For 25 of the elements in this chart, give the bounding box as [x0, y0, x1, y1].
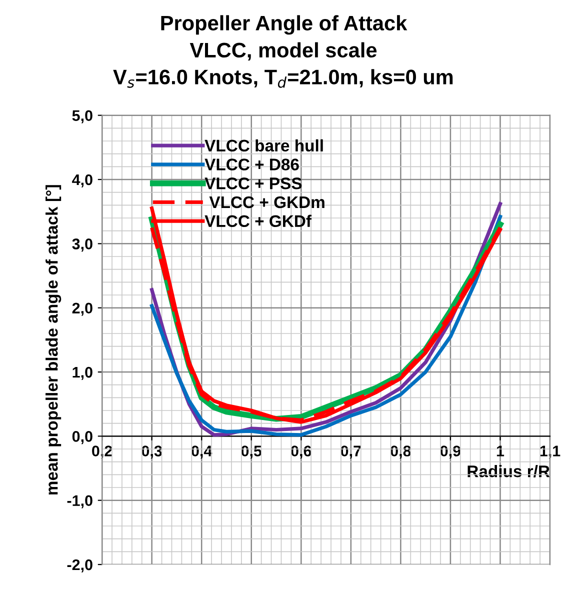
- legend-label: VLCC + GKDf: [204, 214, 312, 228]
- x-tick-label: 0,9: [440, 446, 461, 459]
- x-tick-label: 0,3: [142, 446, 162, 459]
- legend-label: VLCC + GKDm: [209, 196, 324, 208]
- y-tick-label: 2,0: [72, 302, 92, 316]
- x-tick-label: 0,4: [192, 446, 212, 459]
- legend-label: VLCC bare hull: [204, 139, 323, 152]
- x-tick-label: 0,6: [291, 446, 312, 459]
- x-tick-label: 0,2: [92, 446, 112, 459]
- y-tick-label: -1,0: [67, 495, 92, 508]
- chart-title: Propeller Angle of Attack VLCC, model scale V$_{s}$=16.0 Knots, T$_{d}$=21.0m, ks=0 um: [113, 15, 453, 88]
- y-tick-label: 5,0: [72, 110, 92, 124]
- x-tick-label: 0,7: [340, 446, 361, 459]
- x-tick-label: 0,8: [390, 446, 411, 459]
- x-axis-title: Radius r/R: [468, 465, 550, 478]
- legend-label: VLCC + D86: [204, 158, 299, 170]
- y-tick-label: -2,0: [67, 559, 92, 572]
- x-tick-label: 0,5: [241, 446, 262, 459]
- y-tick-label: 3,0: [72, 238, 92, 252]
- y-axis-title: mean propeller blade angle of attack [°]: [46, 185, 62, 494]
- legend-label: VLCC + PSS: [204, 177, 302, 190]
- y-tick-label: 0,0: [72, 431, 92, 444]
- y-tick-label: 1,0: [72, 366, 92, 380]
- x-tick-label: 1: [496, 446, 504, 456]
- y-tick-label: 4,0: [72, 174, 92, 188]
